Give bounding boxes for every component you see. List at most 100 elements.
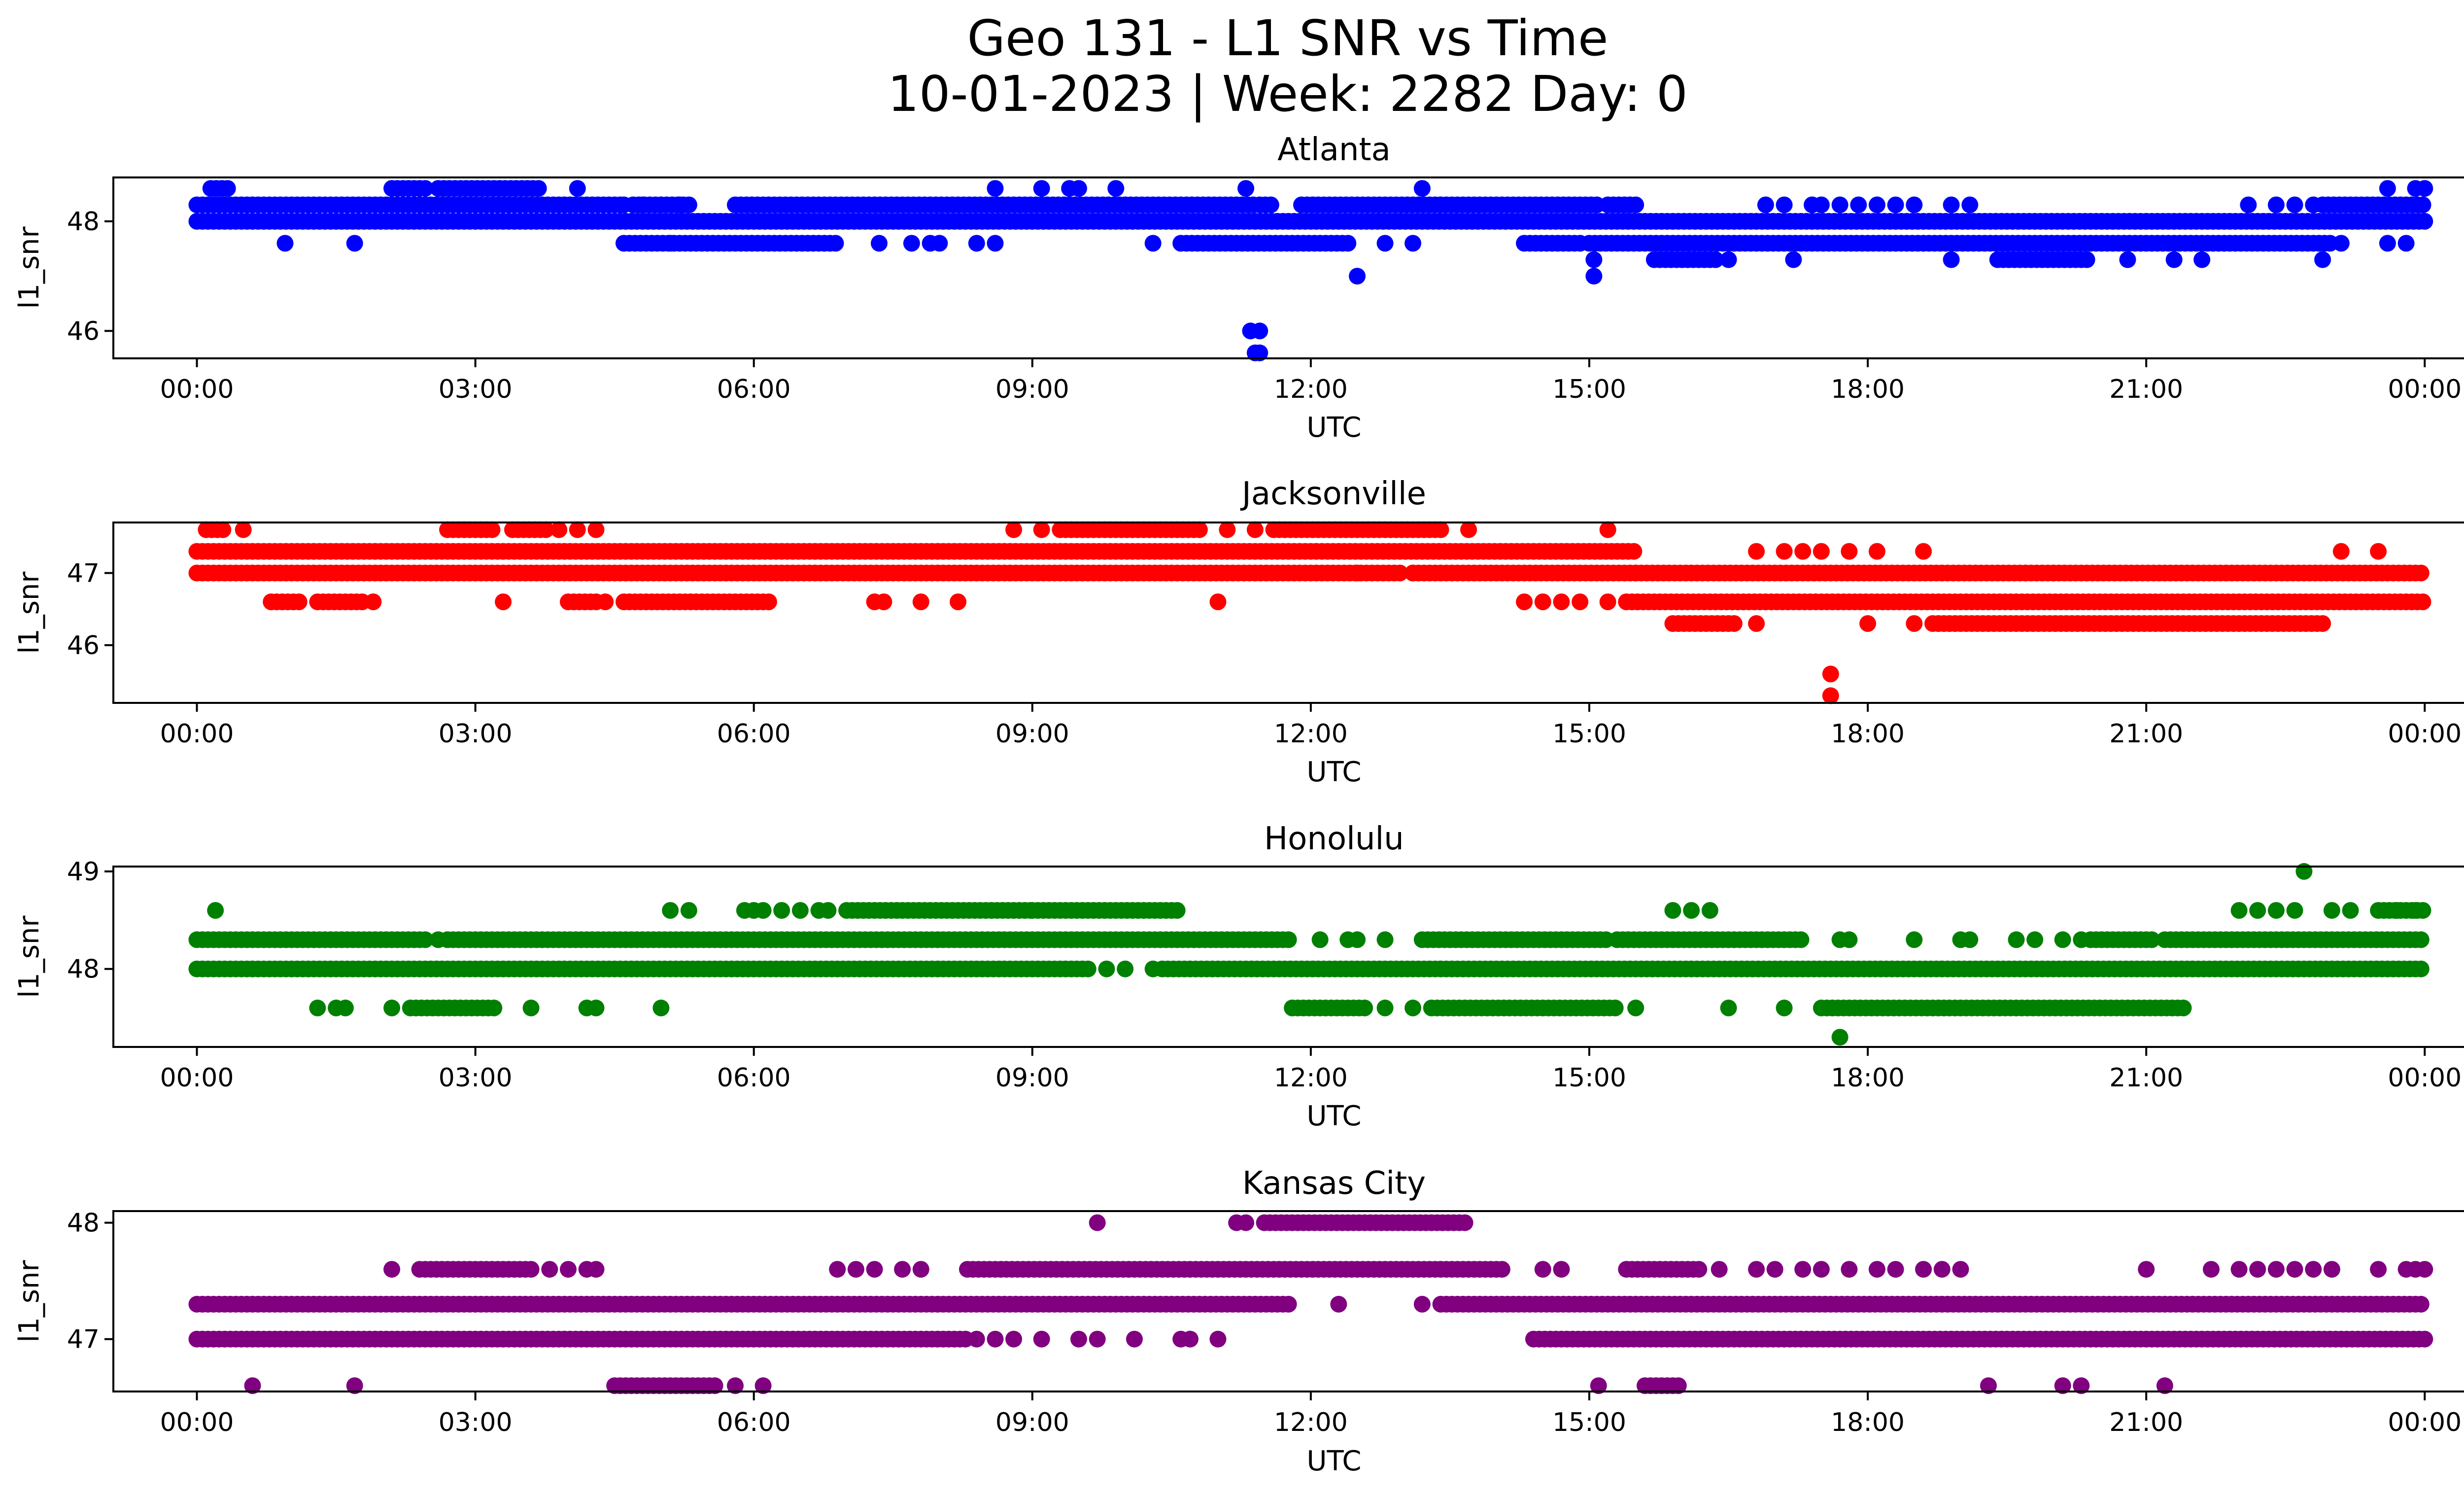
data-point [1776, 543, 1793, 560]
data-point [773, 902, 790, 919]
x-tick-label: 00:00 [2388, 1063, 2462, 1093]
data-point [550, 521, 568, 538]
data-point [587, 999, 605, 1016]
data-point [2143, 931, 2160, 948]
data-point [569, 521, 586, 538]
data-point [968, 235, 985, 252]
data-point [1237, 1214, 1255, 1231]
data-point [483, 521, 501, 538]
data-point [2045, 564, 2062, 582]
data-point [1191, 521, 1208, 538]
data-point [1792, 931, 1810, 948]
data-point [1868, 543, 1885, 560]
data-point [1079, 960, 1096, 977]
data-point [2379, 180, 2396, 197]
y-axis-label: l1_snr [13, 915, 45, 998]
x-tick-label: 03:00 [439, 1063, 513, 1093]
data-point [1915, 543, 1932, 560]
data-point [1005, 1330, 1023, 1348]
data-point [1627, 999, 1644, 1016]
data-point [587, 521, 605, 538]
data-point [1943, 251, 1960, 268]
subplot-title: Jacksonville [1240, 476, 1426, 512]
data-point [1670, 1377, 1687, 1394]
data-point [1144, 235, 1162, 252]
subplot-atlanta: Atlanta 00:00 03:00 06:00 09:00 12:00 15:00 18… [13, 132, 2464, 444]
data-point [1748, 615, 1765, 632]
data-point [875, 593, 892, 610]
data-point [1339, 235, 1357, 252]
x-tick-label: 18:00 [1831, 375, 1905, 404]
data-point [337, 999, 354, 1016]
data-point [1404, 564, 1422, 582]
data-point [2414, 593, 2431, 610]
data-point [871, 235, 888, 252]
data-point [1720, 999, 1737, 1016]
data-point [1813, 543, 1830, 560]
data-point [1794, 543, 1812, 560]
data-point [2412, 564, 2430, 582]
x-tick-label: 00:00 [2388, 719, 2462, 749]
data-point [290, 593, 308, 610]
x-tick-label: 06:00 [717, 1063, 791, 1093]
data-point [1859, 615, 1877, 632]
data-point [2379, 235, 2396, 252]
y-axis-label: l1_snr [13, 226, 45, 309]
x-tick-label: 00:00 [160, 1408, 234, 1437]
x-tick-label: 18:00 [1831, 719, 1905, 749]
data-point [1607, 999, 1624, 1016]
scatter-points [188, 863, 2431, 1046]
data-point [1311, 931, 1329, 948]
data-point [2267, 902, 2285, 919]
y-tick-label: 46 [67, 316, 100, 346]
data-point [2008, 931, 2025, 948]
data-point [2138, 1261, 2155, 1278]
data-point [1107, 180, 1125, 197]
data-point [791, 902, 809, 919]
x-tick-label: 09:00 [995, 1063, 1069, 1093]
data-point [2305, 196, 2322, 213]
data-point [430, 931, 447, 948]
x-tick-label: 03:00 [439, 719, 513, 749]
subplot-title: Atlanta [1277, 132, 1391, 168]
data-point [1725, 615, 1743, 632]
data-point [1456, 1214, 1473, 1231]
data-point [2119, 251, 2136, 268]
data-point [754, 1377, 772, 1394]
scatter-points [188, 521, 2431, 704]
y-tick-label: 48 [67, 207, 100, 237]
data-point [987, 1330, 1004, 1348]
data-point [706, 1377, 723, 1394]
data-point [2412, 931, 2430, 948]
data-point [2305, 1261, 2322, 1278]
data-point [1841, 931, 1858, 948]
data-point [2054, 1377, 2071, 1394]
data-point [485, 999, 503, 1016]
data-point [1089, 1330, 1106, 1348]
data-point [309, 999, 326, 1016]
data-point [1748, 1261, 1765, 1278]
data-point [950, 593, 967, 610]
data-point [1349, 268, 1366, 285]
data-point [2175, 999, 2192, 1016]
subplot-title: Kansas City [1242, 1165, 1426, 1202]
x-tick-label: 15:00 [1552, 375, 1626, 404]
data-point [1813, 196, 1830, 213]
data-point [2249, 1261, 2266, 1278]
data-point [912, 593, 929, 610]
data-point [2332, 543, 2350, 560]
data-point [541, 1261, 558, 1278]
data-point [1572, 593, 1589, 610]
data-point [1070, 1330, 1087, 1348]
data-point [1280, 1295, 1297, 1313]
x-tick-label: 06:00 [717, 375, 791, 404]
x-tick-label: 12:00 [1274, 375, 1348, 404]
data-point [820, 902, 837, 919]
data-point [522, 1261, 540, 1278]
data-point [2407, 902, 2424, 919]
data-point [214, 521, 232, 538]
data-point [2412, 1295, 2430, 1313]
data-point [2416, 1261, 2433, 1278]
y-axis-ticks: 48 49 [67, 857, 113, 984]
data-point [2249, 902, 2266, 919]
